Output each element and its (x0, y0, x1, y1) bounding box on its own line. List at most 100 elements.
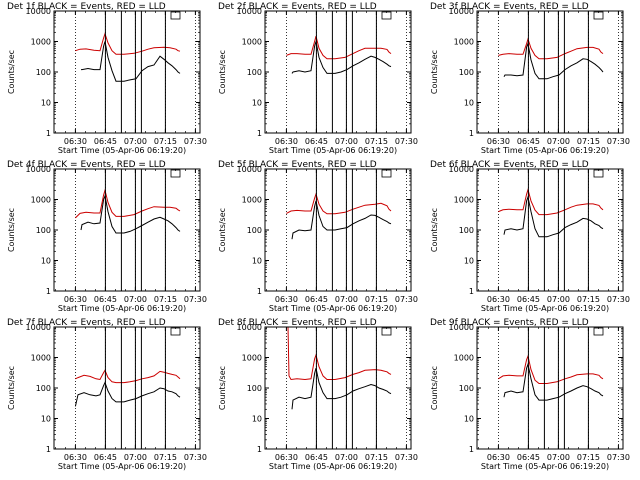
y-tick-label: 10 (41, 415, 51, 424)
plot-frame (264, 10, 412, 134)
series-events-line (503, 41, 604, 80)
plot-frame (476, 10, 624, 134)
plot-frame (264, 168, 412, 292)
y-tick-label: 1000 (454, 38, 474, 47)
y-axis-label: Counts/sec (7, 366, 16, 410)
y-tick-label: 100 (459, 226, 474, 235)
legend-box-icon (593, 11, 604, 20)
x-tick-label: 06:30 (275, 453, 298, 462)
panel-title: Det 8f BLACK = Events, RED = LLD (218, 318, 377, 328)
x-tick-label: 06:45 (305, 137, 328, 146)
panel-title: Det 7f BLACK = Events, RED = LLD (7, 318, 166, 328)
y-tick-label: 10 (464, 415, 474, 424)
series-lld-line (286, 192, 392, 215)
x-tick-label: 07:00 (547, 137, 570, 146)
y-tick-label: 1000 (242, 354, 262, 363)
x-tick-label: 07:30 (184, 453, 207, 462)
y-axis-label: Counts/sec (218, 366, 227, 410)
x-axis-label: Start Time (05-Apr-06 06:19:20) (481, 304, 609, 313)
x-tick-label: 07:15 (154, 453, 177, 462)
y-tick-label: 10000 (26, 323, 51, 332)
x-axis-label: Start Time (05-Apr-06 06:19:20) (269, 304, 397, 313)
series-events-line (80, 194, 181, 234)
y-tick-label: 100 (247, 384, 262, 393)
x-tick-label: 07:15 (577, 295, 600, 304)
x-tick-label: 07:00 (547, 295, 570, 304)
legend-box-icon (170, 169, 181, 178)
detector-panel: Det 8f BLACK = Events, RED = LLD 1 10 100 10… (218, 318, 418, 471)
y-tick-label: 1 (469, 129, 474, 138)
detector-panel: Det 9f BLACK = Events, RED = LLD 1 10 100 10… (430, 318, 630, 471)
x-axis-label: Start Time (05-Apr-06 06:19:20) (481, 146, 609, 155)
x-tick-label: 06:30 (275, 137, 298, 146)
x-tick-label: 07:00 (335, 295, 358, 304)
y-tick-label: 1000 (454, 196, 474, 205)
x-tick-label: 06:45 (305, 453, 328, 462)
detector-panel: Det 6f BLACK = Events, RED = LLD 1 10 100 10… (430, 160, 630, 313)
x-axis-label: Start Time (05-Apr-06 06:19:20) (58, 146, 186, 155)
y-axis-label: Counts/sec (218, 50, 227, 94)
detector-panel: Det 5f BLACK = Events, RED = LLD 1 10 100 10… (218, 160, 418, 313)
x-tick-label: 06:45 (94, 295, 117, 304)
x-tick-label: 07:15 (577, 453, 600, 462)
plot-frame (476, 168, 624, 292)
x-tick-label: 07:15 (154, 295, 177, 304)
legend-box-icon (381, 327, 392, 336)
y-tick-label: 1 (257, 287, 262, 296)
y-tick-label: 1 (257, 445, 262, 454)
x-tick-label: 06:30 (487, 295, 510, 304)
y-tick-label: 10 (41, 257, 51, 266)
x-tick-label: 06:45 (517, 295, 540, 304)
plot-frame (264, 326, 412, 450)
series-events-line (291, 200, 392, 240)
x-tick-label: 07:15 (154, 137, 177, 146)
y-tick-label: 10000 (237, 7, 262, 16)
panel-title: Det 4f BLACK = Events, RED = LLD (7, 160, 166, 170)
x-tick-label: 06:30 (64, 295, 87, 304)
panel-title: Det 2f BLACK = Events, RED = LLD (218, 2, 377, 12)
series-events-line (503, 195, 604, 238)
x-tick-label: 07:00 (124, 295, 147, 304)
x-tick-label: 06:45 (517, 453, 540, 462)
series-events-line (81, 41, 181, 82)
legend-box-icon (593, 327, 604, 336)
y-tick-label: 1000 (242, 196, 262, 205)
x-tick-label: 07:00 (124, 453, 147, 462)
y-tick-label: 10 (464, 257, 474, 266)
x-axis-label: Start Time (05-Apr-06 06:19:20) (58, 304, 186, 313)
detector-panel: Det 4f BLACK = Events, RED = LLD 1 10 100 10… (7, 160, 207, 313)
y-tick-label: 10000 (449, 165, 474, 174)
x-tick-label: 07:30 (395, 453, 418, 462)
y-axis-label: Counts/sec (7, 208, 16, 252)
x-tick-label: 06:30 (64, 137, 87, 146)
x-tick-label: 07:30 (395, 295, 418, 304)
x-tick-label: 06:45 (305, 295, 328, 304)
y-tick-label: 10000 (26, 165, 51, 174)
x-tick-label: 07:15 (365, 453, 388, 462)
detector-panel: Det 2f BLACK = Events, RED = LLD 1 10 100 10… (218, 2, 418, 155)
y-tick-label: 10000 (26, 7, 51, 16)
x-tick-label: 07:30 (607, 295, 630, 304)
y-tick-label: 1 (257, 129, 262, 138)
y-tick-label: 1 (469, 445, 474, 454)
x-tick-label: 06:45 (94, 137, 117, 146)
y-tick-label: 100 (459, 68, 474, 77)
detector-panel: Det 7f BLACK = Events, RED = LLD 1 10 100 10… (7, 318, 207, 471)
y-axis-label: Counts/sec (430, 366, 439, 410)
y-tick-label: 100 (247, 68, 262, 77)
x-tick-label: 07:30 (607, 137, 630, 146)
y-tick-label: 100 (36, 384, 51, 393)
y-tick-label: 1000 (31, 196, 51, 205)
x-tick-label: 06:30 (487, 453, 510, 462)
plot-frame (53, 326, 201, 450)
series-events-line (291, 41, 392, 74)
x-tick-label: 07:00 (335, 453, 358, 462)
y-tick-label: 10 (464, 99, 474, 108)
panel-title: Det 6f BLACK = Events, RED = LLD (430, 160, 589, 170)
x-axis-label: Start Time (05-Apr-06 06:19:20) (269, 462, 397, 471)
legend-box-icon (170, 11, 181, 20)
x-tick-label: 07:00 (124, 137, 147, 146)
y-axis-label: Counts/sec (7, 50, 16, 94)
y-tick-label: 1 (469, 287, 474, 296)
